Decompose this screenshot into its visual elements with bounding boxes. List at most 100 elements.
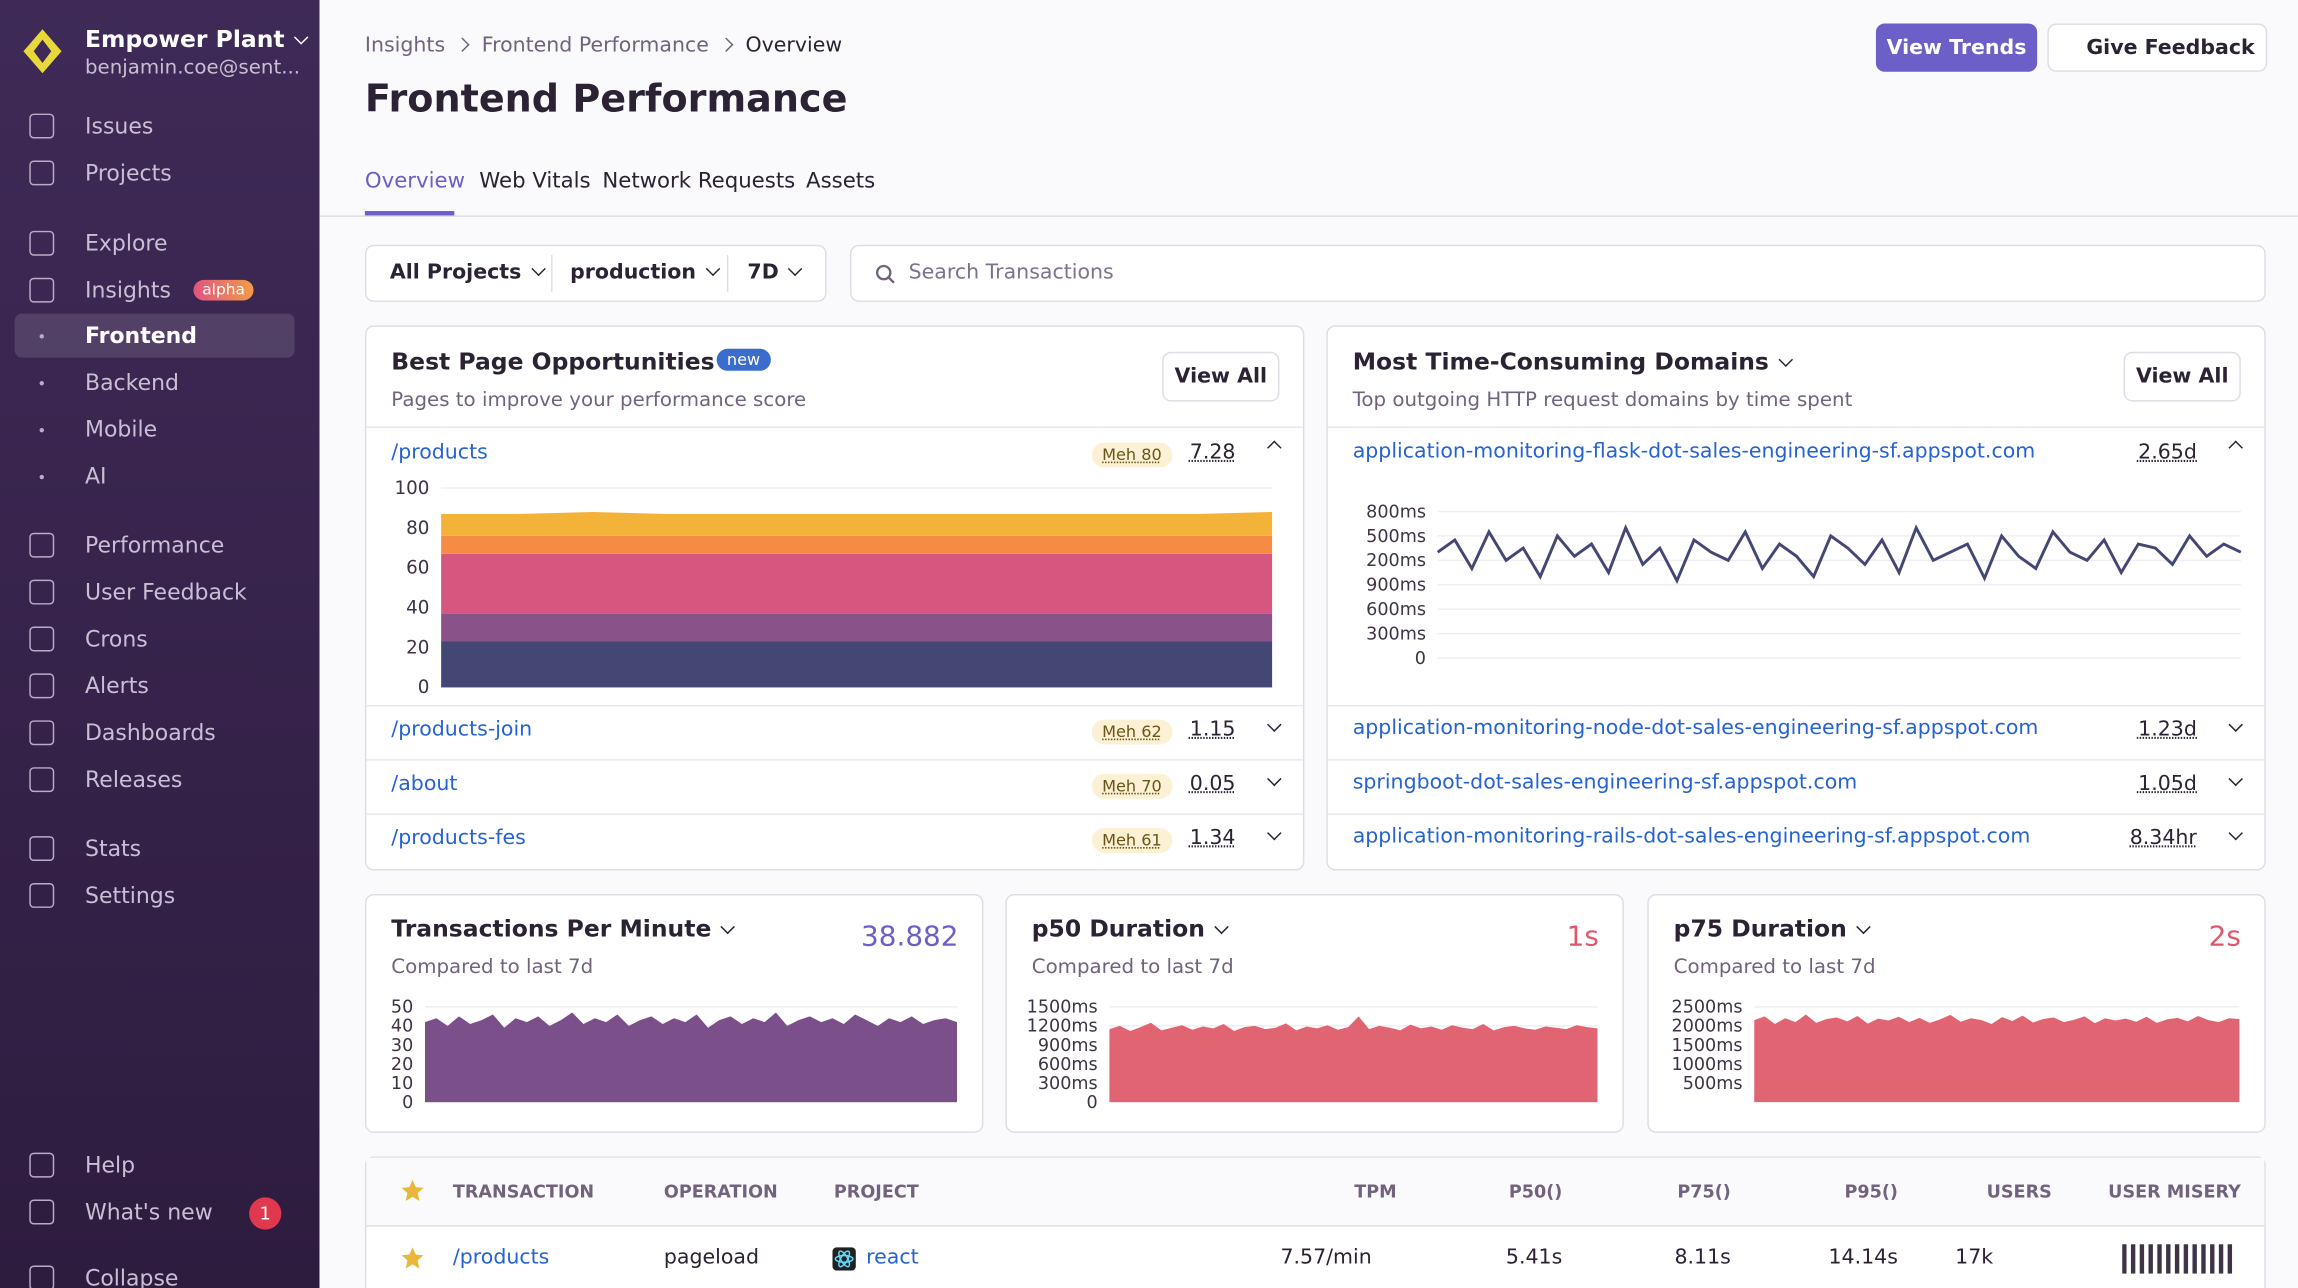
nav-item[interactable]: Settings <box>85 882 176 909</box>
line <box>1436 524 2242 585</box>
panel-subtitle: Pages to improve your performance score <box>391 388 807 412</box>
metric-title[interactable]: p50 Duration <box>1031 914 1230 943</box>
expand-toggle[interactable] <box>1267 771 1282 787</box>
filter-bar: All Projects production 7D <box>364 244 827 302</box>
area-layer <box>441 511 1273 536</box>
tab[interactable]: Assets <box>806 170 876 194</box>
column-header[interactable]: P75() <box>1677 1181 1731 1202</box>
nav-icon <box>29 113 55 139</box>
nav-item[interactable]: Stats <box>85 835 142 862</box>
row-border <box>1327 759 2265 761</box>
period-filter[interactable]: 7D <box>747 260 803 285</box>
tab-indicator <box>364 211 455 216</box>
chart: 0 300ms 600ms 900ms 1200ms 1500ms 1800ms <box>1364 502 2242 669</box>
domain-link[interactable]: application-monitoring-rails-dot-sales-e… <box>1352 825 2031 849</box>
nav-icon <box>29 532 55 558</box>
column-header[interactable]: USER MISERY <box>2108 1181 2241 1202</box>
crumb[interactable]: Insights <box>364 33 446 58</box>
tab[interactable]: Overview <box>364 170 465 194</box>
period-text: 7D <box>747 260 779 285</box>
expand-toggle[interactable] <box>2228 717 2243 732</box>
tab[interactable]: Web Vitals <box>479 170 591 194</box>
column-header[interactable]: USERS <box>1986 1181 2052 1202</box>
y-tick-label: 1500ms <box>1364 527 1426 547</box>
nav-item[interactable]: Explore <box>85 230 168 257</box>
tab[interactable]: Network Requests <box>602 170 796 194</box>
column-header[interactable]: TPM <box>1354 1181 1397 1202</box>
nav-item[interactable]: Crons <box>85 625 148 653</box>
page-link[interactable]: /products-fes <box>391 826 526 851</box>
view-all-button[interactable]: View All <box>1162 351 1280 402</box>
domain-value: 1.05d <box>2138 772 2197 796</box>
user-misery-bar <box>2122 1244 2233 1274</box>
column-header[interactable]: P50() <box>1508 1181 1563 1202</box>
row-border <box>366 813 1303 815</box>
org-name[interactable]: Empower Plant <box>85 25 309 53</box>
column-header[interactable]: P95() <box>1844 1181 1898 1202</box>
metric-value: 2s <box>2208 920 2241 953</box>
cell[interactable]: react <box>866 1245 919 1270</box>
y-tick-label: 40 <box>406 597 429 618</box>
nav-item[interactable]: Dashboards <box>85 719 216 746</box>
y-tick-label: 2000ms <box>1672 1017 1743 1037</box>
expand-toggle[interactable] <box>2228 825 2243 841</box>
nav-dot <box>39 427 44 433</box>
project-filter[interactable]: All Projects <box>390 261 546 284</box>
cell[interactable]: /products <box>452 1245 550 1270</box>
nav-item[interactable]: Projects <box>85 159 172 187</box>
y-tick-label: 20 <box>406 637 429 658</box>
nav-icon <box>29 1152 55 1178</box>
nav-icon <box>29 882 55 908</box>
y-tick-label: 20 <box>391 1055 413 1075</box>
column-header[interactable]: PROJECT <box>833 1181 919 1202</box>
expand-toggle[interactable] <box>2228 771 2243 787</box>
new-badge: new <box>716 348 771 371</box>
metric-title[interactable]: Transactions Per Minute <box>391 914 736 943</box>
chart: 0 20 40 60 80 100 <box>394 478 1273 698</box>
view-trends-button[interactable]: View Trends <box>1875 23 2038 72</box>
page-link[interactable]: /products-join <box>391 718 533 742</box>
nav-item[interactable]: Issues <box>85 112 154 140</box>
nav-item[interactable]: Releases <box>85 766 183 793</box>
domain-link[interactable]: application-monitoring-flask-dot-sales-e… <box>1352 439 2036 464</box>
column-header[interactable]: TRANSACTION <box>452 1181 595 1202</box>
nav-item[interactable]: Frontend <box>85 322 198 349</box>
panel-subtitle: Top outgoing HTTP request domains by tim… <box>1352 388 1853 412</box>
cell: 8.11s <box>1674 1245 1731 1270</box>
area <box>425 1012 958 1103</box>
domain-link[interactable]: springboot-dot-sales-engineering-sf.apps… <box>1352 770 1858 795</box>
metric-title-text: Transactions Per Minute <box>391 914 712 943</box>
view-all-button[interactable]: View All <box>2123 351 2241 402</box>
nav-item[interactable]: Alerts <box>85 672 149 700</box>
metric-title-text: p50 Duration <box>1031 914 1205 943</box>
panel-title[interactable]: Most Time-Consuming Domains <box>1353 347 1793 375</box>
page-link[interactable]: /products <box>391 441 488 465</box>
metric-panel: Transactions Per Minute Compared to last … <box>364 893 984 1133</box>
crumb[interactable]: Frontend Performance <box>481 33 709 58</box>
nav-dot <box>39 381 44 386</box>
search[interactable]: Search Transactions <box>850 244 2266 302</box>
page-link[interactable]: /about <box>391 772 458 796</box>
nav-item[interactable]: What's new <box>85 1198 213 1226</box>
nav-item[interactable]: Insights <box>85 276 171 304</box>
nav-item[interactable]: AI <box>85 463 107 490</box>
panel-title[interactable]: Best Page Opportunities <box>391 347 739 376</box>
nav-item[interactable]: Collapse <box>85 1264 179 1288</box>
nav-item[interactable]: Backend <box>85 369 180 396</box>
nav-item[interactable]: Mobile <box>85 416 158 443</box>
y-tick-label: 0 <box>418 677 430 698</box>
nav-item[interactable]: User Feedback <box>85 578 247 606</box>
give-feedback-button[interactable]: Give Feedback <box>2047 23 2268 72</box>
expand-toggle[interactable] <box>2228 440 2243 455</box>
nav-item[interactable]: Help <box>85 1151 136 1179</box>
env-filter[interactable]: production <box>570 261 721 284</box>
metric-title[interactable]: p75 Duration <box>1674 915 1871 942</box>
column-header[interactable]: OPERATION <box>663 1181 778 1202</box>
expand-toggle[interactable] <box>1267 440 1282 455</box>
nav-item[interactable]: Performance <box>85 531 225 559</box>
expand-toggle[interactable] <box>1267 717 1282 732</box>
domain-link[interactable]: application-monitoring-node-dot-sales-en… <box>1352 716 2039 741</box>
panel-title-text: Best Page Opportunities <box>391 347 715 376</box>
expand-toggle[interactable] <box>1267 825 1282 841</box>
